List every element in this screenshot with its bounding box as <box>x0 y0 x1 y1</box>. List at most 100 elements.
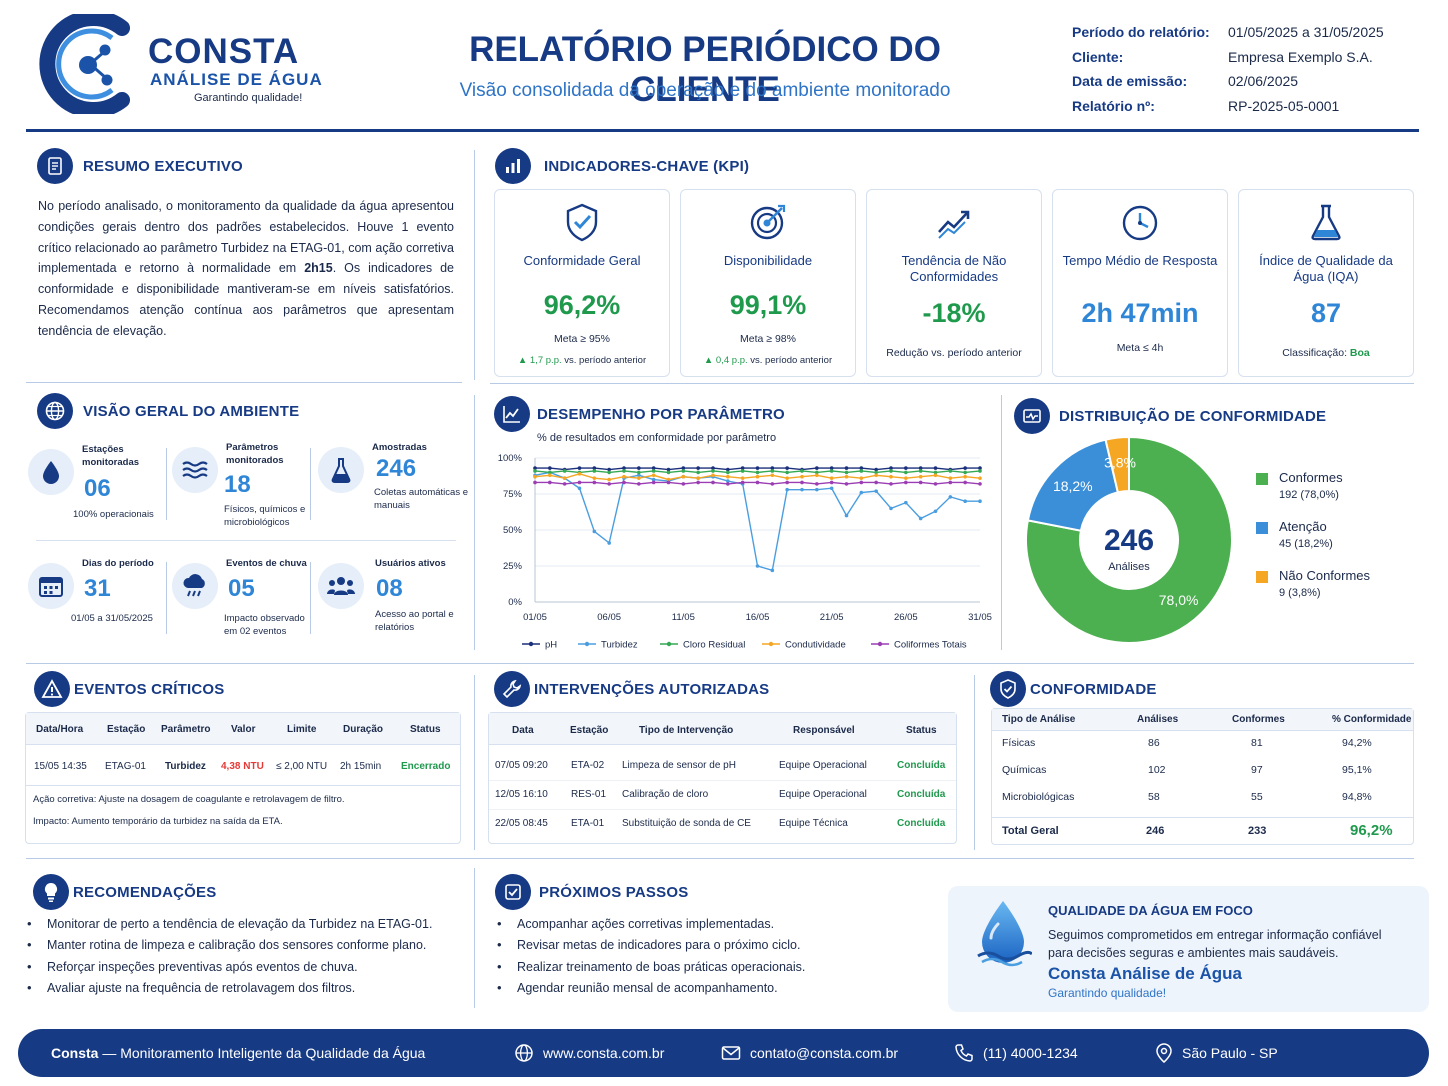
data-point <box>815 487 819 492</box>
ambiente-sub: Coletas automáticas e manuais <box>374 487 468 511</box>
data-point <box>726 467 730 472</box>
pulse-icon <box>1014 398 1050 434</box>
ambiente-label: Parâmetros monitorados <box>226 442 284 466</box>
x-tick-label: 11/05 <box>672 612 695 623</box>
ambiente-value: 05 <box>228 575 255 602</box>
wrench-icon <box>494 671 530 707</box>
recomendacoes-title: RECOMENDAÇÕES <box>73 884 217 901</box>
data-point <box>755 466 760 470</box>
table-cell: Turbidez <box>165 761 206 772</box>
ambiente-parametros: Parâmetros monitorados 18 Físicos, quími… <box>172 441 312 541</box>
data-point <box>622 480 626 485</box>
footer-website[interactable]: www.consta.com.br <box>514 1029 664 1077</box>
divider <box>474 675 475 850</box>
column-header: Estação <box>107 724 146 735</box>
divider <box>310 448 311 520</box>
footer-phone-number[interactable]: (11) 4000-1234 <box>983 1045 1078 1061</box>
y-tick-label: 25% <box>503 561 523 572</box>
slice-label: 3,8% <box>1104 455 1136 471</box>
kpi-label: Disponibilidade <box>723 253 813 268</box>
ambiente-value: 31 <box>84 575 111 602</box>
data-point <box>978 466 982 470</box>
table-cell: 95,1% <box>1342 764 1372 776</box>
data-point <box>829 476 834 480</box>
ambiente-value: 06 <box>84 475 111 502</box>
data-point <box>637 473 641 478</box>
data-point <box>592 529 597 534</box>
table-cell: 97 <box>1251 764 1263 776</box>
slice-label: 18,2% <box>1053 478 1093 494</box>
data-point <box>948 476 953 480</box>
rain-icon <box>172 563 218 609</box>
data-point <box>592 480 597 485</box>
data-point <box>933 509 938 514</box>
data-point <box>904 470 908 475</box>
footer-email[interactable]: contato@consta.com.br <box>721 1029 898 1077</box>
data-point <box>859 476 864 480</box>
table-cell: 12/05 16:10 <box>495 789 548 800</box>
data-point <box>800 487 804 492</box>
x-tick-label: 26/05 <box>894 612 918 623</box>
kpi-title: INDICADORES-CHAVE (KPI) <box>544 158 750 175</box>
data-point <box>726 479 730 483</box>
ambiente-sub: Físicos, químicos e microbiológicos <box>224 504 306 528</box>
footer-email-link[interactable]: contato@consta.com.br <box>750 1045 899 1061</box>
footer-site-link[interactable]: www.consta.com.br <box>543 1045 665 1061</box>
column-header: Status <box>410 724 441 735</box>
data-point <box>770 466 775 470</box>
data-point <box>770 469 775 473</box>
divider <box>36 540 456 541</box>
table-cell: ≤ 2,00 NTU <box>276 761 328 772</box>
header-divider <box>26 129 1419 132</box>
ambiente-value: 08 <box>376 575 403 602</box>
next-steps-list: Acompanhar ações corretivas implementada… <box>495 916 805 1002</box>
column-header: Data <box>512 725 534 736</box>
data-point <box>815 466 819 470</box>
data-point <box>622 466 626 470</box>
footer-brand: Consta — Monitoramento Inteligente da Qu… <box>51 1029 425 1077</box>
recommendations-list: Monitorar de perto a tendência de elevaç… <box>25 916 432 1002</box>
data-point <box>918 474 923 479</box>
footer-phone[interactable]: (11) 4000-1234 <box>954 1029 1078 1077</box>
column-header: Limite <box>287 724 317 735</box>
kpi-meta-value: Boa <box>1349 347 1370 359</box>
mail-icon <box>721 1046 741 1060</box>
kpi-value: 96,2% <box>543 290 621 320</box>
data-point <box>829 480 834 485</box>
data-point <box>933 473 938 478</box>
eventos-title: EVENTOS CRÍTICOS <box>74 681 225 698</box>
column-header: Data/Hora <box>36 724 84 735</box>
divider <box>26 858 1414 859</box>
trend-text: vs. período anterior <box>747 355 833 366</box>
legend-marker <box>666 641 672 647</box>
ambiente-label: Amostradas <box>372 442 427 453</box>
lightbulb-icon <box>33 874 69 910</box>
data-point <box>562 482 567 486</box>
divider <box>489 809 956 810</box>
list-item: Avaliar ajuste na frequência de retrolav… <box>25 980 432 1002</box>
x-tick-label: 01/05 <box>523 612 547 623</box>
table-header <box>992 709 1413 731</box>
table-cell: 86 <box>1148 737 1160 749</box>
column-header: Tipo de Intervenção <box>639 725 734 736</box>
legend-marker <box>584 641 590 647</box>
data-point <box>844 482 849 486</box>
table-cell: ETAG-01 <box>105 761 146 772</box>
clock-icon <box>1053 202 1227 242</box>
divider <box>1001 395 1002 650</box>
data-point <box>533 466 537 470</box>
divider <box>474 868 475 1008</box>
table-cell: 15/05 14:35 <box>34 761 87 772</box>
trend-value: 0,4 p.p. <box>715 355 748 366</box>
data-point <box>696 470 700 475</box>
kpi-meta: Meta ≤ 4h <box>1116 342 1164 354</box>
data-point <box>548 480 552 485</box>
kpi-value: -18% <box>922 298 986 328</box>
table-cell: 81 <box>1251 737 1263 749</box>
ambiente-chuva: Eventos de chuva 05 Impacto observado em… <box>172 557 312 657</box>
legend-item: Coliformes Totais <box>871 640 967 651</box>
meta-row: Cliente: Empresa Exemplo S.A. <box>1072 49 1432 74</box>
data-point <box>577 486 582 491</box>
focus-tagline: Garantindo qualidade! <box>1048 986 1167 1000</box>
data-point <box>681 469 686 473</box>
